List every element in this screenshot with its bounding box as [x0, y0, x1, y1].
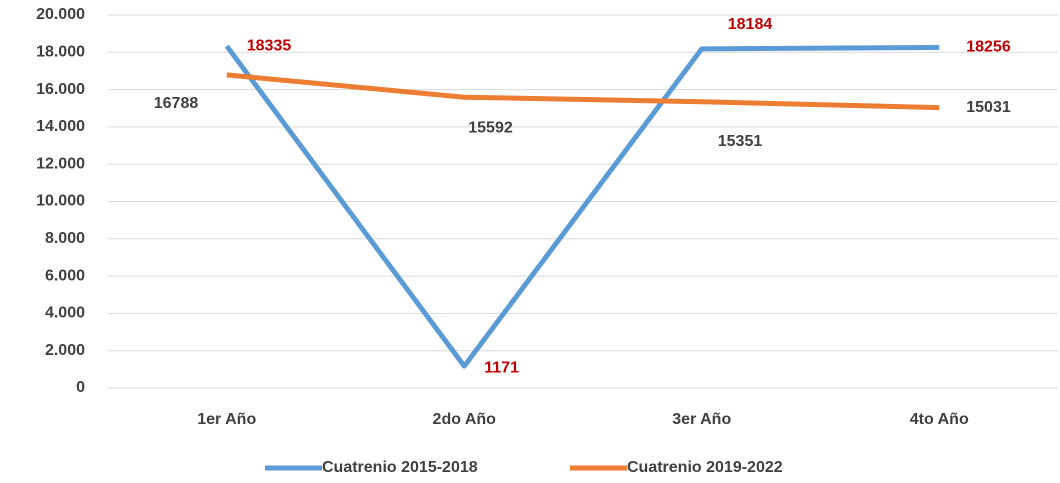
y-tick-label: 2.000 — [45, 342, 85, 359]
y-tick-label: 12.000 — [36, 155, 85, 172]
y-tick-label: 6.000 — [45, 267, 85, 284]
legend-label: Cuatrenio 2019-2022 — [627, 459, 783, 476]
line-series — [224, 44, 940, 369]
data-label: 15031 — [966, 99, 1011, 116]
data-label: 18184 — [728, 16, 773, 33]
line-series — [226, 72, 940, 111]
data-label: 15351 — [718, 133, 763, 150]
legend-label: Cuatrenio 2015-2018 — [322, 459, 478, 476]
data-label: 1171 — [484, 359, 519, 376]
data-label: 16788 — [154, 95, 199, 112]
x-tick-label: 4to Año — [910, 411, 969, 428]
data-label: 18335 — [247, 37, 292, 54]
x-tick-label: 3er Año — [672, 411, 731, 428]
y-tick-label: 0 — [76, 379, 85, 396]
data-label: 15592 — [468, 119, 513, 136]
y-tick-label: 18.000 — [36, 44, 85, 61]
y-tick-label: 4.000 — [45, 305, 85, 322]
y-tick-label: 8.000 — [45, 230, 85, 247]
y-tick-label: 10.000 — [36, 193, 85, 210]
data-label: 18256 — [966, 39, 1011, 56]
y-tick-label: 16.000 — [36, 81, 85, 98]
x-tick-label: 1er Año — [197, 411, 256, 428]
y-tick-label: 20.000 — [36, 6, 85, 23]
x-tick-label: 2do Año — [433, 411, 497, 428]
y-tick-label: 14.000 — [36, 118, 85, 135]
